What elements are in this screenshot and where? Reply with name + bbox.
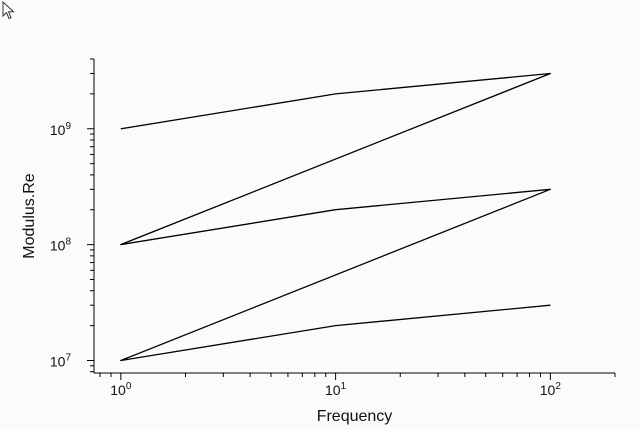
axes xyxy=(93,59,615,374)
x-tick-label: 102 xyxy=(540,381,562,398)
y-axis-label: Modulus.Re xyxy=(21,173,38,258)
series-line xyxy=(120,72,552,362)
mouse-pointer-icon xyxy=(2,1,15,20)
y-tick-label: 107 xyxy=(50,352,72,369)
x-axis-label: Frequency xyxy=(317,408,393,425)
x-tick-label: 100 xyxy=(110,381,132,398)
y-tick-label: 108 xyxy=(50,237,72,254)
series-group xyxy=(120,72,552,362)
tick-marks xyxy=(87,58,616,380)
x-tick-label: 101 xyxy=(325,381,347,398)
y-tick-label: 109 xyxy=(50,121,72,138)
tick-labels: 100 101 102 107 108 109 xyxy=(50,121,561,398)
